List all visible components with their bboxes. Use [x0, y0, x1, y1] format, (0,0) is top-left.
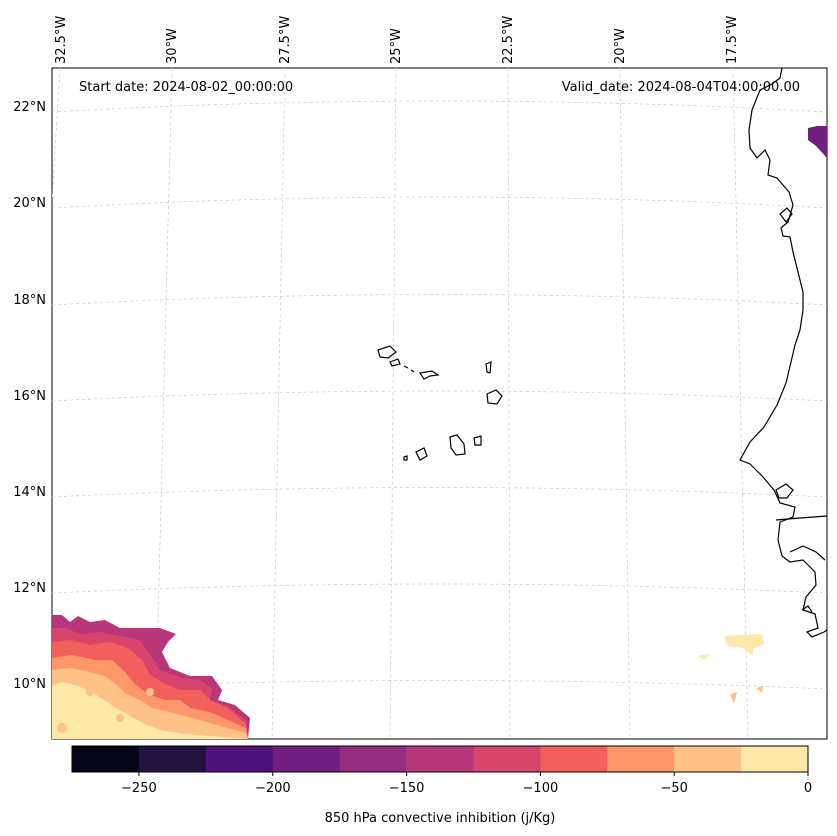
- colorbar-swatch: [473, 746, 541, 772]
- colorbar-swatch: [72, 746, 140, 772]
- africa-coastline: [739, 67, 828, 638]
- lon-label-17-5w: 17.5°W: [725, 16, 740, 64]
- cin-contours-southwest: [52, 615, 250, 739]
- cin-contour-northeast: [808, 126, 827, 158]
- lon-label-22-5w: 22.5°W: [501, 16, 516, 64]
- colorbar-tick--100: −100: [523, 781, 559, 796]
- valid-date-label: Valid_date: 2024-08-04T04:00:00.00: [562, 80, 800, 95]
- longitude-labels: 32.5°W 30°W 27.5°W 25°W 22.5°W 20°W 17.5…: [54, 16, 740, 64]
- cin-contours-southeast: [698, 634, 764, 704]
- colorbar-ticks: [138, 772, 809, 776]
- colorbar-tick--150: −150: [389, 781, 425, 796]
- colorbar-swatch: [406, 746, 474, 772]
- map-frame: [51, 67, 828, 740]
- colorbar: −250 −200 −150 −100 −50 0 850 hPa convec…: [71, 745, 812, 826]
- colorbar-swatch: [741, 746, 809, 772]
- coast-segment: [775, 515, 828, 521]
- cape-verde-islands: [377, 345, 503, 461]
- colorbar-label: 850 hPa convective inhibition (j/Kg): [325, 811, 556, 826]
- lat-label-20n: 20°N: [13, 196, 46, 211]
- colorbar-swatch: [272, 746, 341, 772]
- colorbar-tick-0: 0: [804, 781, 812, 796]
- coast-island-bissau: [775, 483, 794, 499]
- colorbar-tick--250: −250: [121, 781, 157, 796]
- lat-label-16n: 16°N: [13, 389, 46, 404]
- lat-label-14n: 14°N: [13, 485, 46, 500]
- coast-islet: [801, 605, 813, 613]
- lat-label-18n: 18°N: [13, 293, 46, 308]
- lon-label-27-5w: 27.5°W: [278, 16, 293, 64]
- colorbar-tick--50: −50: [660, 781, 687, 796]
- lat-label-22n: 22°N: [13, 100, 46, 115]
- lat-label-10n: 10°N: [13, 677, 46, 692]
- lon-label-25w: 25°W: [389, 28, 404, 64]
- colorbar-swatch: [540, 746, 608, 772]
- colorbar-swatch: [205, 746, 274, 772]
- start-date-label: Start date: 2024-08-02_00:00:00: [79, 80, 293, 95]
- colorbar-swatch: [339, 746, 408, 772]
- colorbar-swatch: [674, 746, 742, 772]
- coast-segment-2: [789, 545, 826, 561]
- colorbar-swatches: [72, 746, 809, 772]
- lon-label-32-5w: 32.5°W: [54, 16, 69, 64]
- lat-label-12n: 12°N: [13, 581, 46, 596]
- colorbar-tick--200: −200: [255, 781, 291, 796]
- lon-label-20w: 20°W: [613, 28, 628, 64]
- coast-inlet: [779, 207, 793, 223]
- latitude-labels: 22°N 20°N 18°N 16°N 14°N 12°N 10°N: [13, 100, 46, 692]
- lon-label-30w: 30°W: [165, 28, 180, 64]
- colorbar-swatch: [138, 746, 207, 772]
- colorbar-swatch: [607, 746, 675, 772]
- colorbar-outline: [71, 745, 809, 773]
